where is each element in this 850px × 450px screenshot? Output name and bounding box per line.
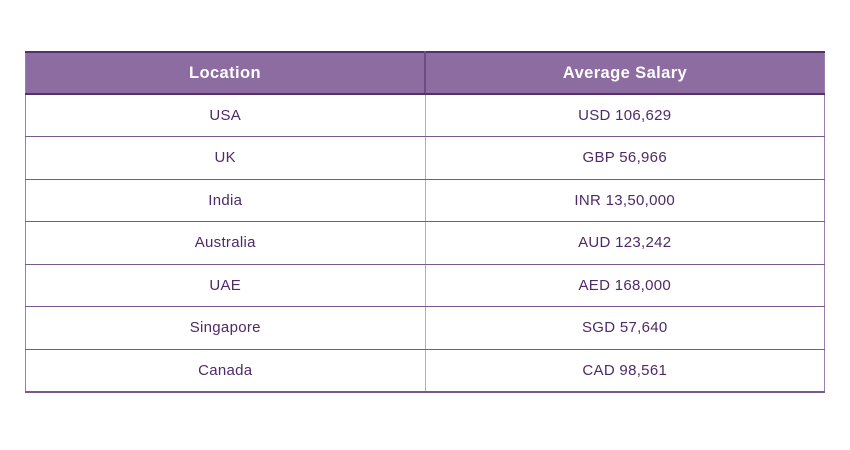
salary-cell: USD 106,629 bbox=[425, 94, 825, 137]
salary-cell: AUD 123,242 bbox=[425, 221, 825, 265]
location-cell: Canada bbox=[25, 349, 426, 392]
salary-cell: SGD 57,640 bbox=[425, 306, 825, 350]
location-cell: India bbox=[25, 179, 426, 222]
table-row: India INR 13,50,000 bbox=[25, 179, 825, 222]
salary-cell: CAD 98,561 bbox=[425, 349, 825, 392]
header-row: Location Average Salary bbox=[25, 52, 825, 95]
salary-cell: AED 168,000 bbox=[425, 264, 825, 307]
table-row: Canada CAD 98,561 bbox=[25, 349, 825, 392]
table-row: UAE AED 168,000 bbox=[25, 264, 825, 307]
location-cell: USA bbox=[25, 94, 426, 137]
column-header-location: Location bbox=[25, 52, 426, 95]
table-row: UK GBP 56,966 bbox=[25, 136, 825, 180]
table-row: USA USD 106,629 bbox=[25, 94, 825, 137]
column-header-average-salary: Average Salary bbox=[425, 52, 825, 95]
salary-cell: INR 13,50,000 bbox=[425, 179, 825, 222]
location-cell: Australia bbox=[25, 221, 426, 265]
salary-cell: GBP 56,966 bbox=[425, 136, 825, 180]
location-cell: UAE bbox=[25, 264, 426, 307]
table-row: Australia AUD 123,242 bbox=[25, 221, 825, 265]
table-row: Singapore SGD 57,640 bbox=[25, 306, 825, 350]
location-cell: UK bbox=[25, 136, 426, 180]
location-cell: Singapore bbox=[25, 306, 426, 350]
table-body: USA USD 106,629 UK GBP 56,966 India INR … bbox=[25, 94, 825, 392]
average-salary-table: Location Average Salary USA USD 106,629 … bbox=[25, 51, 825, 393]
